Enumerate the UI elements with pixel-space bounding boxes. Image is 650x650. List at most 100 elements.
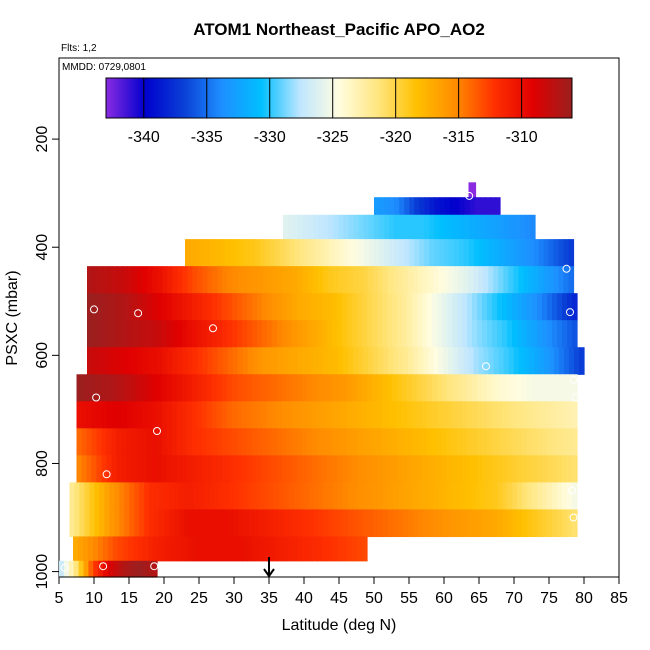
heatmap-cell bbox=[112, 560, 119, 578]
heatmap-cell bbox=[104, 509, 110, 538]
heatmap-cell bbox=[548, 239, 555, 267]
heatmap-cell bbox=[487, 482, 494, 511]
heatmap-cell bbox=[377, 266, 384, 294]
heatmap-cell bbox=[484, 214, 491, 240]
heatmap-cell bbox=[216, 455, 223, 483]
heatmap-cell bbox=[283, 482, 290, 511]
heatmap-cell bbox=[497, 509, 503, 538]
heatmap-cell bbox=[479, 197, 486, 216]
heatmap-cell bbox=[176, 428, 183, 456]
heatmap-cell bbox=[232, 266, 239, 294]
heatmap-cell bbox=[316, 428, 323, 456]
heatmap-cell bbox=[228, 482, 235, 511]
heatmap-cell bbox=[432, 320, 438, 348]
heatmap-cell bbox=[573, 347, 580, 375]
heatmap-cell bbox=[147, 560, 153, 578]
sample-point bbox=[90, 305, 98, 314]
heatmap-cell bbox=[156, 455, 163, 483]
heatmap-cell bbox=[267, 536, 273, 562]
heatmap-cell bbox=[137, 536, 144, 562]
heatmap-cell bbox=[258, 482, 265, 511]
heatmap-cell bbox=[522, 482, 528, 511]
heatmap-cell bbox=[287, 266, 294, 294]
heatmap-cell bbox=[232, 347, 239, 375]
heatmap-cell bbox=[122, 320, 128, 348]
heatmap-cell bbox=[363, 347, 369, 375]
heatmap-cell bbox=[496, 455, 503, 483]
heatmap-cell bbox=[142, 536, 149, 562]
heatmap-cell bbox=[266, 401, 273, 429]
heatmap-cell bbox=[431, 401, 438, 429]
heatmap-cell bbox=[491, 455, 498, 483]
heatmap-cell bbox=[119, 509, 125, 538]
heatmap-cell bbox=[474, 197, 481, 216]
heatmap-cell bbox=[347, 266, 354, 294]
heatmap-cell bbox=[313, 509, 319, 538]
heatmap-cell bbox=[86, 455, 93, 483]
heatmap-cell bbox=[316, 401, 323, 429]
heatmap-cell bbox=[232, 320, 238, 348]
heatmap-cell bbox=[442, 482, 449, 511]
heatmap-cell bbox=[122, 560, 129, 578]
heatmap-cell bbox=[497, 320, 503, 348]
heatmap-cell bbox=[512, 320, 518, 348]
heatmap-cell bbox=[247, 536, 253, 562]
heatmap-cell bbox=[289, 239, 296, 267]
heatmap-cell bbox=[231, 455, 238, 483]
heatmap-cell bbox=[321, 428, 328, 456]
heatmap-cell bbox=[283, 509, 290, 538]
heatmap-cell bbox=[302, 536, 308, 562]
heatmap-cell bbox=[107, 320, 113, 348]
heatmap-cell bbox=[87, 293, 93, 321]
heatmap-cell bbox=[206, 401, 213, 429]
heatmap-cell bbox=[272, 293, 278, 321]
heatmap-cell bbox=[337, 266, 344, 294]
heatmap-cell bbox=[536, 455, 543, 483]
heatmap-cell bbox=[403, 347, 409, 375]
heatmap-cell bbox=[172, 293, 178, 321]
heatmap-cell bbox=[141, 401, 148, 429]
heatmap-cell bbox=[171, 401, 178, 429]
heatmap-cell bbox=[397, 266, 404, 294]
heatmap-cell bbox=[287, 347, 294, 375]
heatmap-cell bbox=[318, 214, 324, 240]
heatmap-cell bbox=[351, 374, 358, 402]
heatmap-cell bbox=[491, 428, 498, 456]
heatmap-cell bbox=[312, 266, 319, 294]
heatmap-cell bbox=[127, 266, 133, 294]
heatmap-cell bbox=[566, 401, 573, 429]
heatmap-cell bbox=[477, 482, 484, 511]
heatmap-cell bbox=[538, 266, 545, 294]
heatmap-cell bbox=[92, 293, 98, 321]
heatmap-cell bbox=[178, 482, 185, 511]
heatmap-cell bbox=[452, 293, 458, 321]
heatmap-cell bbox=[264, 239, 271, 267]
heatmap-cell bbox=[267, 266, 274, 294]
heatmap-cell bbox=[493, 266, 499, 294]
heatmap-cell bbox=[562, 482, 568, 511]
heatmap-cell bbox=[541, 374, 548, 402]
heatmap-cell bbox=[159, 509, 165, 538]
heatmap-cell bbox=[167, 320, 173, 348]
heatmap-cell bbox=[446, 455, 453, 483]
heatmap-cell bbox=[126, 374, 133, 402]
heatmap-cell bbox=[96, 401, 103, 429]
sample-point bbox=[60, 563, 69, 572]
heatmap-cell bbox=[357, 293, 363, 321]
heatmap-cell bbox=[532, 293, 538, 321]
heatmap-cell bbox=[551, 374, 558, 402]
heatmap-cell bbox=[92, 320, 98, 348]
heatmap-cell bbox=[119, 482, 125, 511]
heatmap-cell bbox=[267, 293, 273, 321]
heatmap-cell bbox=[278, 509, 285, 538]
heatmap-cell bbox=[463, 266, 469, 294]
heatmap-cell bbox=[412, 320, 418, 348]
heatmap-cell bbox=[227, 320, 233, 348]
heatmap-cell bbox=[572, 320, 578, 348]
heatmap-cell bbox=[492, 509, 498, 538]
heatmap-cell bbox=[552, 482, 558, 511]
heatmap-cell bbox=[177, 266, 183, 294]
heatmap-cell bbox=[292, 347, 299, 375]
heatmap-cell bbox=[332, 536, 338, 562]
